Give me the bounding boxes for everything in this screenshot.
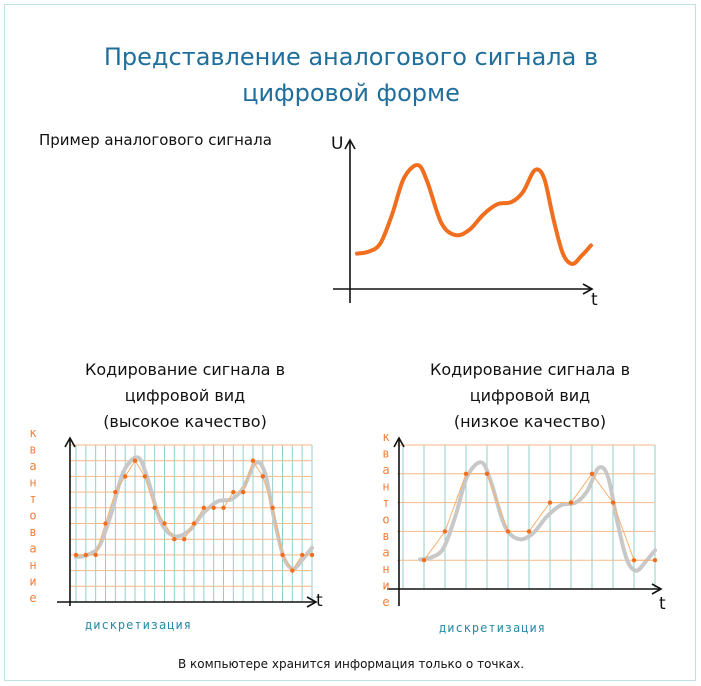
hq-sample-point [299,552,305,558]
lq-quantization-letter: а [382,546,389,560]
hq-sample-point [260,474,266,479]
lq-quantization-letter: и [382,579,389,593]
hq-quantization-letter: а [29,459,36,473]
hq-sample-point [211,505,216,510]
hq-sample-point [162,521,167,526]
lq-sample-point [652,558,658,563]
lq-quantization-letter: в [382,447,389,461]
lq-quantization-letter: е [382,595,389,609]
hq-sample-point [113,489,118,495]
title-line-2: цифровой форме [242,79,460,107]
analog-chart: U t [331,134,598,310]
high-title-line-3: (высокое качество) [103,412,267,431]
low-signal-curve [418,460,657,573]
hq-sample-point [83,552,89,558]
hq-quantization-letter: в [29,443,36,457]
analog-x-label: t [591,290,598,310]
low-x-label: t [659,594,666,614]
low-sample-path [423,472,655,561]
lq-sample-point [505,529,511,534]
high-title-line-1: Кодирование сигнала в [85,360,285,379]
hq-quantization-letter: н [29,558,36,572]
hq-sample-point [93,552,98,558]
lq-quantization-letter: н [382,480,389,494]
high-x-label: t [316,591,323,611]
low-title-line-1: Кодирование сигнала в [430,360,630,379]
hq-sample-point [152,505,157,510]
lq-quantization-letter: т [382,496,389,510]
lq-sample-point [610,500,616,505]
hq-sample-point [250,458,256,463]
hq-quantization-letter: т [29,492,36,506]
hq-sample-point [122,474,128,479]
low-sample-points [421,471,658,563]
low-title-line-2: цифровой вид [469,386,591,405]
hq-sample-point [240,489,246,495]
footer-note: В компьютере хранится информация только … [177,657,525,671]
hq-sample-point [290,568,295,573]
hq-quantization-letter: н [29,476,36,490]
analog-example-label: Пример аналогового сигнала [39,131,272,149]
hq-sample-point [191,521,197,526]
analog-signal-curve [355,163,593,266]
lq-sample-point [547,500,553,505]
hq-quantization-letter: о [29,509,36,523]
high-title-line-2: цифровой вид [124,386,246,405]
hq-sample-point [172,537,177,542]
lq-quantization-letter: а [382,463,389,477]
hq-quantization-letter: а [29,542,36,556]
hq-sample-point [142,474,148,479]
high-sample-points [73,458,315,573]
lq-sample-point [631,558,637,563]
hq-sample-point [270,505,275,510]
lq-quantization-letter: н [382,562,389,576]
hq-sample-point [201,505,207,510]
lq-sample-point [421,558,427,563]
low-discretization-label: дискретизация [439,621,546,635]
page-title: Представление аналогового сигнала в цифр… [5,39,697,111]
hq-sample-point [280,552,285,558]
lq-sample-point [526,529,532,534]
hq-quantization-letter: и [29,575,36,589]
hq-sample-point [231,489,236,495]
lq-quantization-letter: о [382,513,389,527]
lq-sample-point [442,529,448,534]
hq-quantization-letter: е [29,591,36,605]
lq-sample-point [568,500,574,505]
hq-sample-point [103,521,108,526]
lq-sample-point [589,471,595,476]
hq-sample-point [309,552,315,558]
lq-quantization-letter: к [382,430,390,444]
hq-sample-point [221,505,226,510]
hq-sample-point [181,537,187,542]
low-title-line-3: (низкое качество) [453,412,607,431]
low-quality-title: Кодирование сигнала в цифровой вид (низк… [380,357,680,435]
slide-frame: Представление аналогового сигнала в цифр… [4,4,696,681]
analog-y-label: U [331,134,343,154]
hq-quantization-letter: в [29,525,36,539]
hq-sample-point [132,458,138,463]
high-quality-title: Кодирование сигнала в цифровой вид (высо… [35,357,335,435]
lq-quantization-letter: в [382,529,389,543]
lq-sample-point [484,471,490,476]
lq-sample-point [463,471,469,476]
high-discretization-label: дискретизация [85,618,192,632]
hq-sample-point [73,552,79,558]
hq-quantization-letter: к [29,426,37,440]
title-line-1: Представление аналогового сигнала в [103,43,599,71]
